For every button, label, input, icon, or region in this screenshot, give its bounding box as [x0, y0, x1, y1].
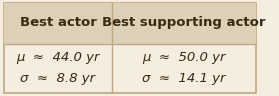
Text: σ  ≈  14.1 yr: σ ≈ 14.1 yr [142, 72, 226, 85]
Text: Best actor: Best actor [20, 16, 97, 29]
Text: μ  ≈  44.0 yr: μ ≈ 44.0 yr [16, 51, 100, 64]
FancyBboxPatch shape [4, 3, 256, 44]
Text: Best supporting actor: Best supporting actor [102, 16, 266, 29]
Text: μ  ≈  50.0 yr: μ ≈ 50.0 yr [142, 51, 226, 64]
FancyBboxPatch shape [4, 3, 256, 93]
Text: σ  ≈  8.8 yr: σ ≈ 8.8 yr [20, 72, 95, 85]
